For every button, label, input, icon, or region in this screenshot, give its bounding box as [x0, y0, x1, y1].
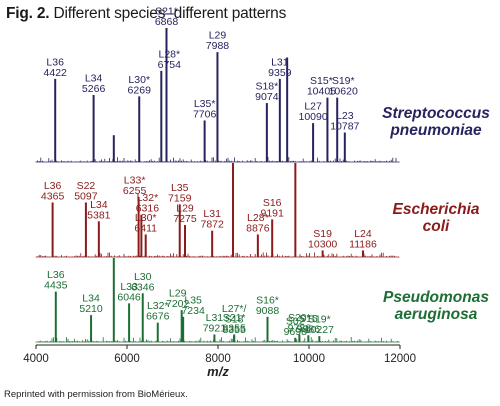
x-tick-label: 4000	[23, 353, 49, 365]
x-axis: 4000 6000 8000 10000 12000 m/z	[23, 344, 416, 379]
peak-label: L31 9359	[268, 56, 292, 79]
peak-label: L34 5210	[79, 293, 103, 316]
peak-label: L29 7275	[173, 203, 197, 226]
species-name: Streptococcus pneumoniae	[382, 105, 490, 139]
x-tick-label: 8000	[205, 353, 231, 365]
x-tick-label: 12000	[384, 353, 416, 365]
figure-credit: Reprinted with permission from BioMérieu…	[4, 389, 188, 400]
peak-label: S19* 10227	[305, 314, 334, 337]
figure-title: Fig. 2. Different species–different patt…	[6, 5, 286, 23]
species-name: Escherichia coli	[392, 201, 479, 235]
peak-label: L27*/S18 8355	[222, 303, 247, 336]
peak-label: S18* 9074	[255, 81, 279, 104]
peak-label: S21* 6868	[155, 6, 179, 29]
spectra-group: L36 4422 L34 5266 L30* 6269 L28* 6754 S21* 6868 L3…	[35, 6, 490, 343]
spectrum-0: L36 4422 L34 5266 L30* 6269 L28* 6754 S21* 6868 L3…	[35, 6, 490, 163]
peak-label: S21* 8355	[222, 312, 246, 335]
peak-label: S19* 10620	[329, 75, 358, 98]
peak-label: S02 9698	[284, 315, 308, 338]
peak-label: L30* 6411	[134, 212, 157, 235]
peak-label: L35 7234	[181, 294, 205, 317]
peak-label: L29 7988	[206, 30, 230, 53]
peak-label: L31 7872	[200, 208, 224, 231]
peak-label: L35 7159	[168, 182, 192, 205]
peak-label: L36 4422	[44, 56, 68, 79]
peak-label: L36 4435	[44, 269, 68, 292]
peak-label: L34 5266	[82, 73, 106, 96]
peak-label: L28* 6754	[158, 48, 182, 70]
x-axis-label: m/z	[207, 364, 229, 379]
figure-number: Fig. 2.	[6, 5, 50, 22]
peak-label: L36 4365	[41, 180, 65, 203]
figure-title-text: Different species–different patterns	[53, 5, 287, 22]
peak-label: S15* 10405	[307, 75, 336, 98]
peak-label: S16* 9088	[256, 294, 280, 317]
x-tick-label: 6000	[114, 353, 140, 365]
peak-label: L30 6346	[131, 271, 155, 294]
peak-label: S20* 9788	[288, 312, 312, 335]
peak-label: L29 7202	[166, 288, 190, 311]
peak-label: L28* 8876	[246, 212, 270, 235]
spectrum-baseline	[35, 252, 400, 258]
peak-label: L23 10787	[330, 110, 359, 133]
peak-label: L30* 6269	[128, 74, 152, 97]
peak-label: L27 10090	[298, 101, 327, 124]
peak-label: S16 9191	[261, 197, 285, 220]
peak-label: L32* 6676	[146, 300, 170, 323]
peak-label: L32* 6316	[136, 192, 160, 215]
peak-label: L24 11186	[349, 228, 377, 251]
peak-label: L35* 7706	[193, 98, 217, 121]
peak-label: L34 5381	[87, 199, 111, 222]
x-tick-label: 10000	[293, 353, 325, 365]
spectrum-baseline	[35, 157, 400, 163]
peak-label: L31 7921	[203, 312, 227, 335]
peak-label: L33 6046	[117, 281, 141, 304]
peak-label: S15 9986	[297, 313, 321, 336]
species-name: Pseudomonas aeruginosa	[383, 289, 489, 323]
peak-label: S22 5097	[74, 180, 98, 203]
peak-label: S19 10300	[308, 228, 337, 251]
peak-label: L33* 6255	[123, 174, 147, 197]
